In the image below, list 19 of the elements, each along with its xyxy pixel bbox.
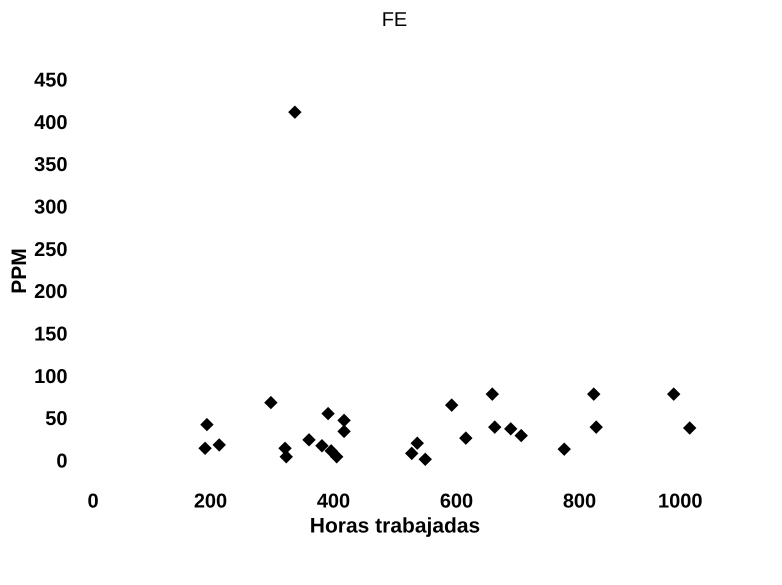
y-tick-label: 250 — [34, 238, 68, 261]
y-tick-label: 350 — [34, 154, 68, 176]
y-axis-title: PPM — [8, 248, 32, 294]
x-tick-label: 600 — [440, 490, 474, 512]
x-tick-label: 1000 — [658, 490, 702, 512]
y-tick-label: 100 — [34, 366, 68, 388]
x-axis-title: Horas trabajadas — [310, 514, 480, 538]
x-tick-label: 200 — [194, 490, 228, 512]
x-tick-label: 400 — [316, 490, 350, 512]
y-tick-label: 50 — [45, 408, 68, 430]
y-tick-label: 400 — [34, 112, 68, 134]
y-tick-label: 450 — [34, 70, 68, 92]
x-tick-label: 800 — [562, 490, 596, 512]
y-tick-label: 150 — [34, 324, 68, 346]
y-tick-label: 300 — [34, 196, 68, 218]
y-tick-label: 0 — [56, 450, 68, 472]
y-tick-label: 200 — [34, 281, 68, 304]
x-tick-label: 0 — [88, 490, 99, 512]
chart-title: FE — [382, 9, 408, 31]
